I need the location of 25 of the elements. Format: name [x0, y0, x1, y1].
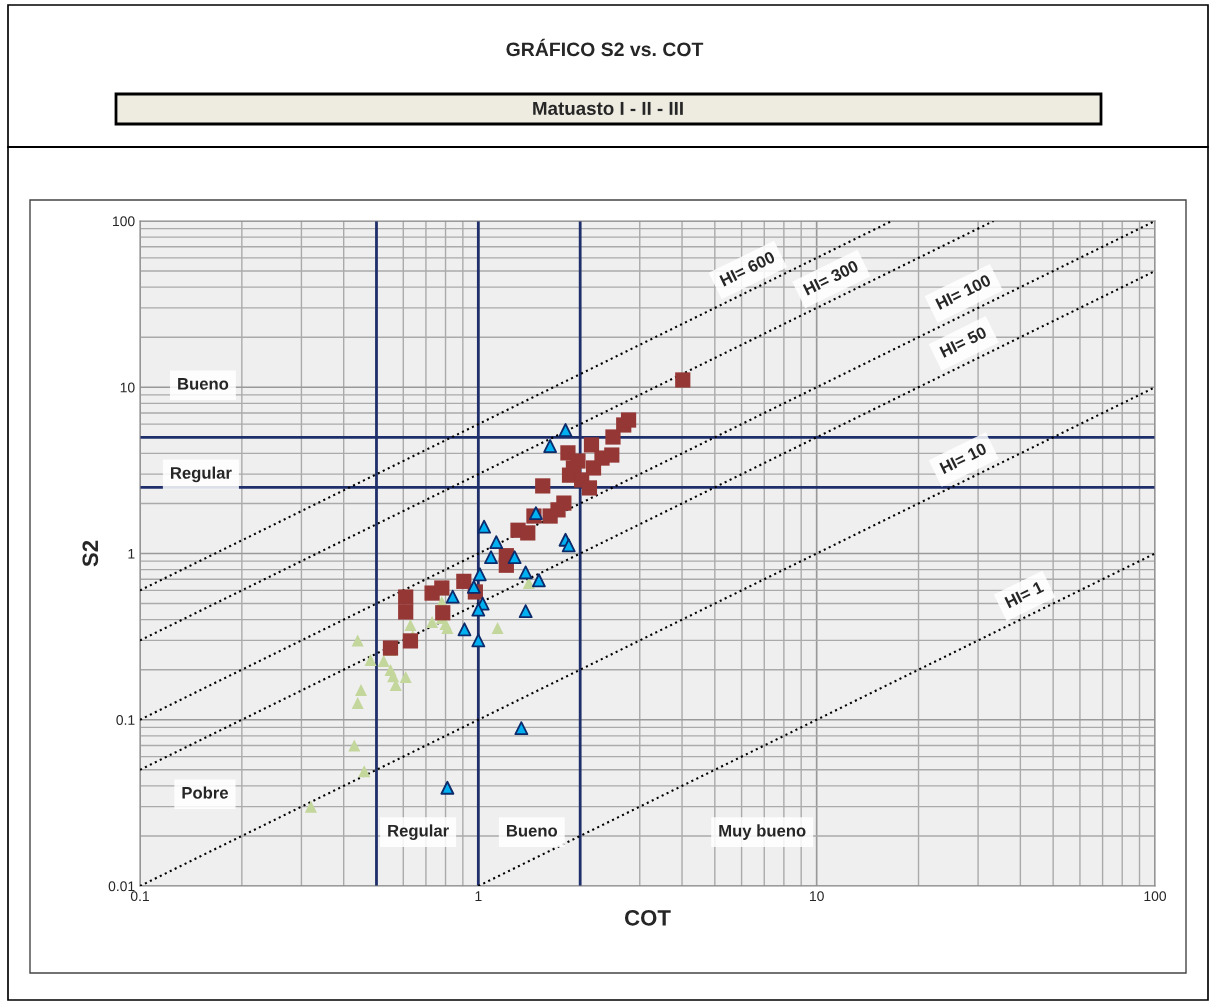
y-tick-label: 100	[113, 216, 135, 227]
text: HI= 100	[935, 274, 992, 310]
text: HI= 600	[719, 250, 776, 287]
text: HI= 10	[939, 442, 988, 475]
annotation: Bueno	[178, 378, 229, 390]
x-axis-title: COT	[624, 909, 671, 926]
chart-title: GRÁFICO S2 vs. COT	[506, 38, 704, 57]
text: HI= 50	[939, 326, 988, 358]
annotation: Regular	[388, 824, 449, 840]
text: HI= 300	[802, 259, 860, 296]
x-tick-label: 0.1	[130, 891, 149, 902]
y-axis-title: S2	[82, 540, 99, 567]
y-tick-label: 0.1	[116, 715, 135, 725]
chart-subtitle: Matuasto I - II - III	[533, 101, 683, 116]
y-tick-label: 0.01	[108, 881, 135, 892]
x-tick-label: 1	[475, 891, 482, 901]
annotation: Bueno	[506, 824, 558, 837]
text: HI= 1	[1004, 580, 1045, 609]
y-tick-label: 1	[128, 548, 135, 559]
annotation: Pobre	[182, 786, 229, 799]
annotation: Regular	[170, 466, 232, 483]
x-tick-label: 100	[1144, 891, 1167, 902]
y-tick-label: 10	[120, 382, 135, 393]
annotation: Muy bueno	[719, 824, 806, 840]
x-tick-label: 10	[810, 891, 824, 902]
